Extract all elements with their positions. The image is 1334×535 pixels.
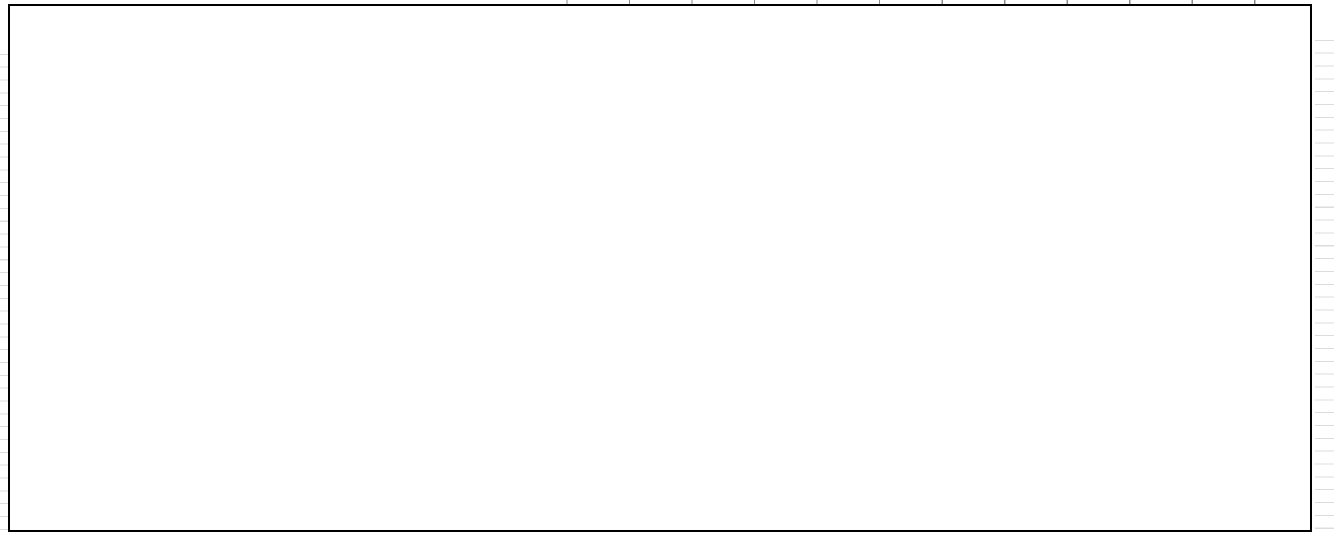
material-row [9, 158, 1311, 171]
material-row [9, 287, 1311, 300]
material-row [9, 120, 1311, 133]
material-row [9, 69, 1311, 82]
material-row [9, 338, 1311, 351]
material-row [9, 223, 1311, 236]
material-row [9, 428, 1311, 441]
material-row [9, 389, 1311, 402]
material-row [9, 171, 1311, 184]
material-row [9, 325, 1311, 338]
material-row [9, 312, 1311, 325]
sheet-margin-top [505, 0, 1315, 4]
material-row [9, 107, 1311, 120]
table-body [9, 43, 1311, 531]
column-widths [9, 5, 1311, 531]
material-row [9, 248, 1311, 274]
material-row [9, 518, 1311, 531]
material-row [9, 300, 1311, 313]
sheet-margin-right [1315, 28, 1334, 531]
table-header [9, 5, 1311, 43]
material-row [9, 235, 1311, 248]
material-row [9, 402, 1311, 415]
material-row [9, 146, 1311, 159]
material-row [9, 479, 1311, 492]
material-row [9, 81, 1311, 94]
materials-table [8, 4, 1312, 532]
material-row [9, 377, 1311, 390]
material-row [9, 184, 1311, 197]
material-row [9, 133, 1311, 146]
material-row [9, 56, 1311, 69]
sheet-margin-left [0, 42, 8, 531]
spreadsheet-area [8, 4, 1312, 532]
material-row [9, 94, 1311, 107]
material-row [9, 197, 1311, 210]
material-row [9, 351, 1311, 364]
material-row [9, 415, 1311, 428]
material-row [9, 43, 1311, 56]
material-row [9, 210, 1311, 223]
material-row [9, 466, 1311, 479]
material-row [9, 364, 1311, 377]
material-row [9, 454, 1311, 467]
material-row [9, 274, 1311, 287]
material-row [9, 441, 1311, 454]
material-row [9, 505, 1311, 518]
material-row [9, 492, 1311, 505]
